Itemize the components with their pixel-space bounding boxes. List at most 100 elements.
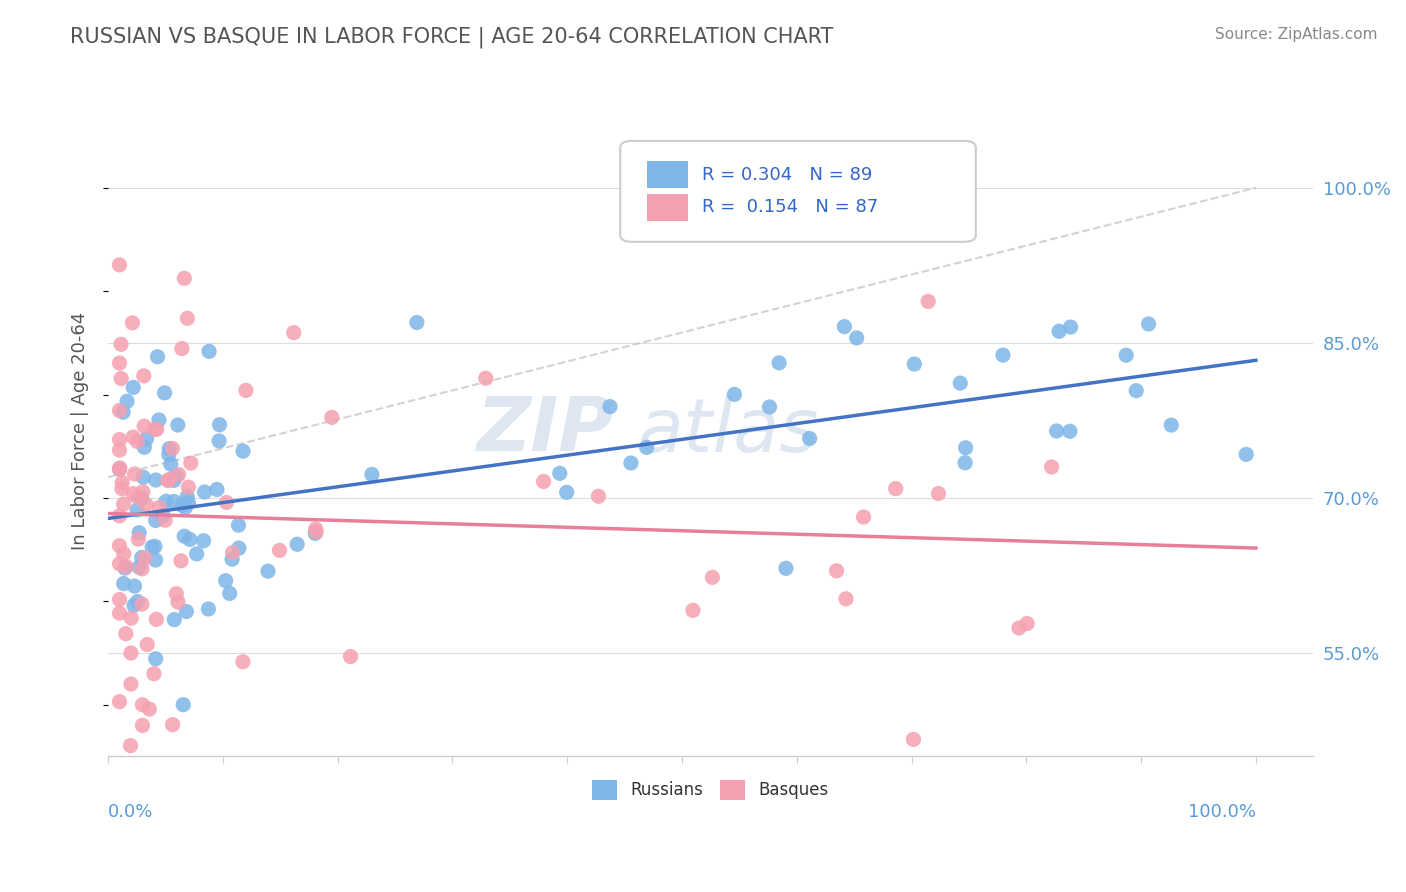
Point [917,294,939,309]
Point [157,442,180,456]
Point [135,498,157,512]
Point [548,467,571,481]
Text: R =  0.154   N = 87: R = 0.154 N = 87 [702,198,879,216]
Point [143,422,166,436]
Point [1137,317,1160,331]
Bar [647,161,688,188]
Point [138,702,160,716]
Text: 100.0%: 100.0% [1188,803,1256,821]
Point [132,484,155,499]
Point [163,474,186,488]
Point [170,342,193,356]
Point [235,384,257,398]
Point [145,422,167,436]
Point [1015,616,1038,631]
Legend: Russians, Basques: Russians, Basques [586,773,835,806]
Point [221,545,243,559]
Point [108,462,131,476]
Point [533,475,555,489]
Point [173,271,195,285]
Point [108,356,131,370]
Point [221,552,243,566]
Point [112,576,135,591]
Point [1125,384,1147,398]
Point [215,574,238,588]
Point [146,350,169,364]
Point [108,508,131,523]
Point [1046,424,1069,438]
Point [148,500,170,515]
Point [799,432,821,446]
Point [108,606,131,620]
Point [131,491,153,506]
Point [120,739,142,753]
Point [110,337,132,351]
Point [172,498,194,512]
Point [132,470,155,484]
Point [134,551,156,566]
Point [1040,459,1063,474]
Point [115,394,138,409]
Point [215,495,238,509]
Point [152,508,174,523]
Point [193,533,215,548]
Point [157,447,180,461]
Point [834,319,856,334]
Point [134,440,156,454]
Point [321,410,343,425]
Text: 0.0%: 0.0% [108,803,153,821]
Point [186,547,208,561]
Point [108,695,131,709]
Point [903,732,925,747]
Point [121,316,143,330]
Point [108,433,131,447]
Point [127,594,149,608]
Y-axis label: In Labor Force | Age 20-64: In Labor Force | Age 20-64 [72,311,89,549]
Point [1115,348,1137,362]
Point [723,387,745,401]
Point [884,482,907,496]
Point [269,543,291,558]
Point [555,485,578,500]
Point [120,646,142,660]
Text: R = 0.304   N = 89: R = 0.304 N = 89 [702,166,873,184]
Point [124,579,146,593]
Point [145,513,167,527]
Point [131,698,153,712]
Point [127,532,149,546]
Point [145,612,167,626]
Point [122,380,145,394]
Point [166,417,188,432]
Point [112,405,135,419]
Point [122,430,145,444]
Point [228,541,250,555]
Point [474,371,496,385]
Point [197,602,219,616]
Point [131,718,153,732]
Bar [647,194,688,221]
Point [305,524,328,539]
Point [991,348,1014,362]
Point [339,649,361,664]
Point [112,547,135,561]
Point [174,500,197,515]
Point [208,417,231,432]
Point [179,533,201,547]
Point [163,494,186,508]
Point [955,441,977,455]
Point [165,469,187,483]
Point [135,432,157,446]
Point [114,561,136,575]
Point [108,592,131,607]
Text: RUSSIAN VS BASQUE IN LABOR FORCE | AGE 20-64 CORRELATION CHART: RUSSIAN VS BASQUE IN LABOR FORCE | AGE 2… [70,27,834,48]
Point [180,456,202,470]
Point [825,564,848,578]
Point [170,554,193,568]
Point [108,462,131,476]
Point [145,473,167,487]
Point [127,503,149,517]
Point [903,357,925,371]
Text: ZIP: ZIP [477,394,614,467]
Point [108,539,131,553]
Point [111,475,134,490]
